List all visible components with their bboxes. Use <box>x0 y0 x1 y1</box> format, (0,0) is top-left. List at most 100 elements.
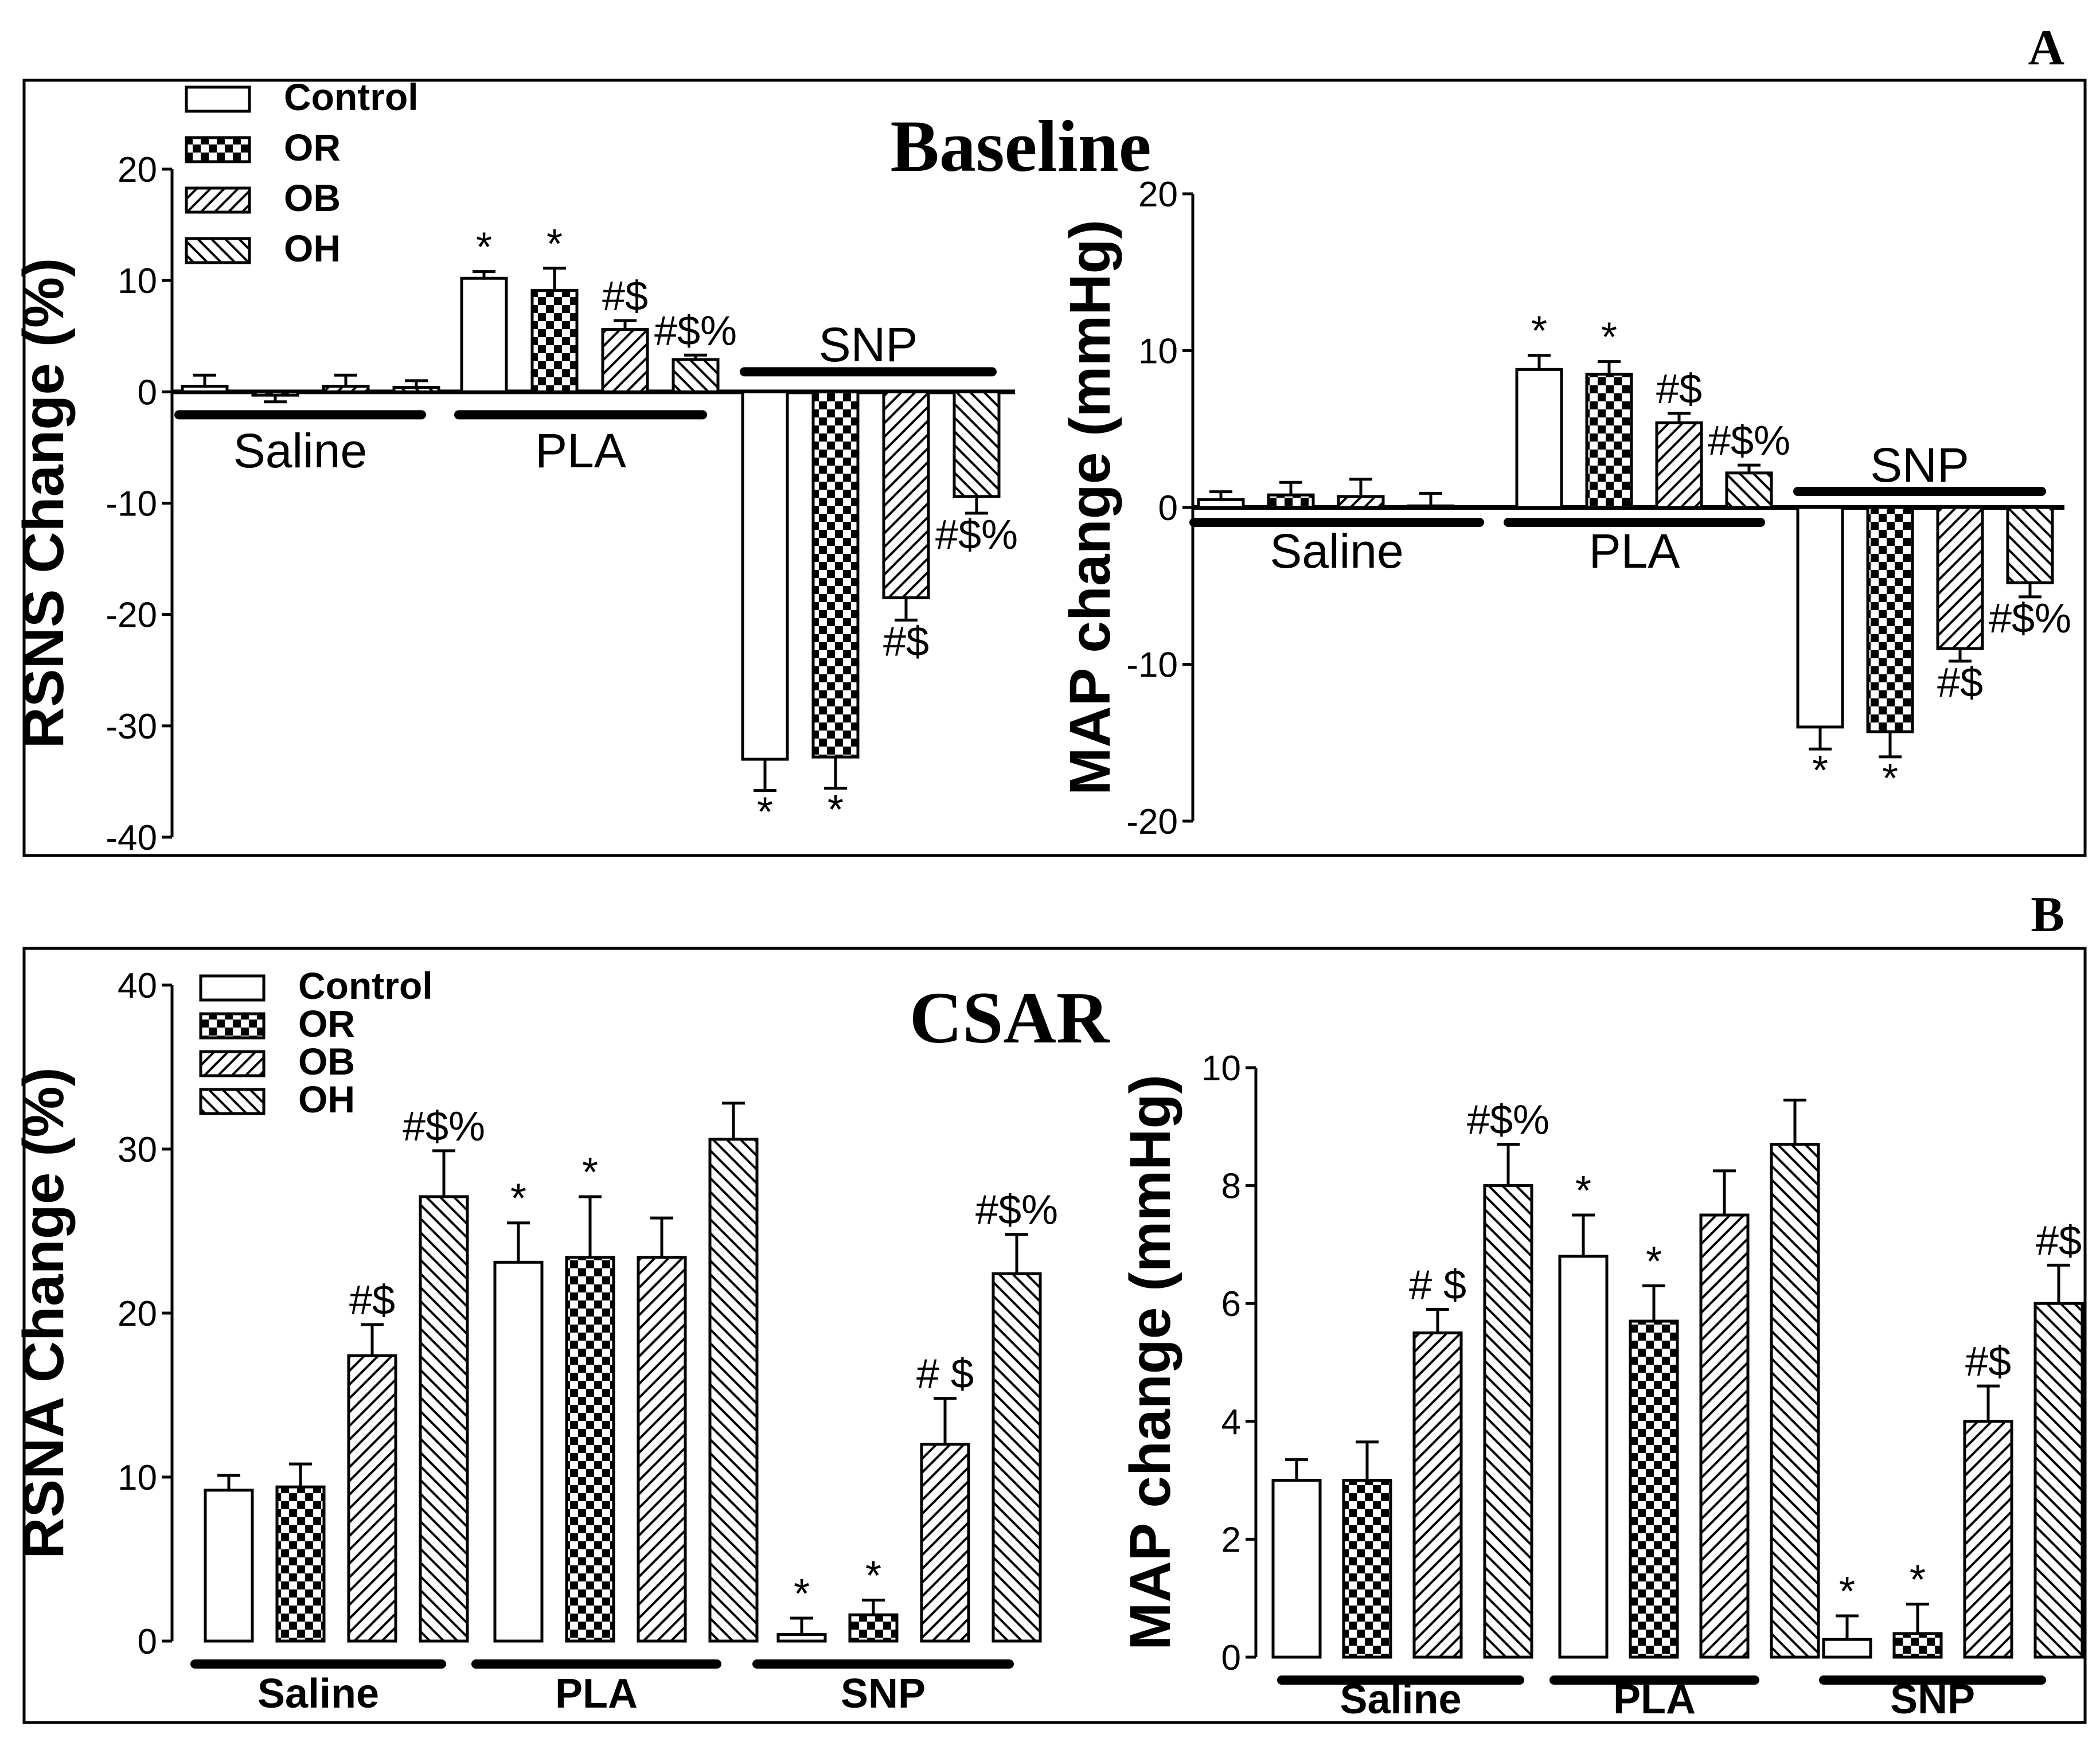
legend-swatch-oh <box>199 1088 266 1115</box>
bar-snp-control <box>776 1633 827 1643</box>
panel-a-title: Baseline <box>890 106 1151 187</box>
significance-label: * <box>476 225 492 271</box>
bar-saline-or <box>275 1485 326 1643</box>
group-label-saline: Saline <box>1270 524 1404 578</box>
y-tick-label: 20 <box>1138 175 1178 214</box>
group-label-snp: SNP <box>1870 438 1969 492</box>
bar-saline-control <box>1271 1479 1322 1659</box>
significance-label: # $ <box>916 1352 974 1397</box>
significance-label: #$% <box>975 1188 1058 1233</box>
bar-snp-ob <box>1936 506 1984 650</box>
y-tick-label: 30 <box>118 1130 157 1170</box>
significance-label: #$% <box>1989 596 2071 642</box>
legend-label-oh: OH <box>298 1078 355 1120</box>
y-tick-label: 40 <box>118 966 157 1006</box>
legend-swatch-ob <box>199 1050 266 1077</box>
bar-saline-control <box>204 1489 254 1643</box>
y-tick-label: 10 <box>1138 332 1178 372</box>
bar-pla-control <box>460 276 508 393</box>
bar-snp-oh <box>992 1272 1042 1643</box>
y-tick-label: 0 <box>138 1622 157 1662</box>
chart-b-map: 0 2 4 6 8 10 MAP change (mmHg) # $ #$% Saline * * PL… <box>1118 1049 2084 1723</box>
y-tick-label: 0 <box>1221 1638 1241 1678</box>
bar-pla-control <box>1558 1255 1609 1659</box>
bar-saline-oh <box>1407 504 1455 509</box>
y-tick-label: -10 <box>106 485 157 524</box>
legend-label-oh: OH <box>284 227 341 269</box>
chart-a-rsns: -40 -30 -20 -10 0 10 20 RSNS Change (%) Saline * *… <box>11 150 1018 858</box>
significance-label: #$ <box>883 619 929 665</box>
bar-snp-ob <box>1963 1420 2013 1659</box>
significance-label: * <box>1839 1569 1855 1615</box>
legend-label-or: OR <box>298 1002 355 1045</box>
significance-label: * <box>582 1150 598 1196</box>
y-tick-label: 20 <box>118 1294 157 1334</box>
group-label-pla: PLA <box>555 1671 638 1717</box>
y-tick-label: -20 <box>106 596 157 635</box>
y-tick-label: 0 <box>1158 489 1178 528</box>
y-tick-label: 0 <box>138 373 157 412</box>
y-tick-label: 6 <box>1221 1284 1241 1324</box>
y-tick-label: 2 <box>1221 1520 1241 1560</box>
legend-swatch-oh <box>185 237 251 264</box>
significance-label: * <box>1812 748 1828 794</box>
bar-saline-or <box>1267 493 1315 509</box>
y-tick-label: -30 <box>106 707 157 747</box>
bar-snp-or <box>848 1613 899 1643</box>
bar-pla-ob <box>1699 1213 1750 1659</box>
legend-swatch-control <box>185 85 251 113</box>
y-axis-label: RSNA Change (%) <box>11 1067 76 1559</box>
significance-label: #$ <box>349 1278 395 1323</box>
bar-pla-oh <box>1725 471 1773 509</box>
bar-pla-oh <box>672 358 720 393</box>
y-tick-label: 10 <box>1201 1049 1241 1088</box>
bar-pla-ob <box>637 1256 687 1643</box>
bar-snp-oh <box>2006 506 2054 584</box>
significance-label: # $ <box>1409 1262 1466 1308</box>
bar-saline-oh <box>1483 1184 1533 1659</box>
significance-label: #$ <box>1656 366 1702 412</box>
significance-label: #$ <box>2036 1218 2082 1264</box>
bar-pla-or <box>1585 373 1633 509</box>
bar-pla-or <box>530 289 579 393</box>
significance-label: * <box>757 789 773 835</box>
bar-pla-ob <box>1655 421 1703 509</box>
panel-b-letter: B <box>2031 887 2064 943</box>
y-tick-label: 4 <box>1221 1403 1241 1442</box>
significance-label: * <box>794 1571 810 1617</box>
significance-label: * <box>547 221 563 267</box>
bar-saline-ob <box>347 1354 397 1643</box>
significance-label: * <box>1531 308 1547 354</box>
significance-label: #$ <box>1965 1339 2011 1385</box>
y-axis-label: MAP change (mmHg) <box>1058 220 1122 795</box>
bar-snp-or <box>811 390 860 759</box>
legend-swatch-control <box>199 974 266 1002</box>
group-label-pla: PLA <box>1589 524 1680 578</box>
significance-label: #$% <box>403 1104 485 1150</box>
group-label-saline: Saline <box>257 1671 379 1717</box>
bar-saline-oh <box>392 386 440 393</box>
y-tick-label: 8 <box>1221 1167 1241 1206</box>
legend-swatch-or <box>199 1012 266 1040</box>
y-tick-label: 10 <box>118 1458 157 1498</box>
chart-b-rsna: 0 10 20 30 40 RSNA Change (%) #$ #$% Saline * * PLA… <box>11 966 1058 1717</box>
significance-label: #$ <box>1937 660 1983 706</box>
bar-pla-or <box>1629 1319 1679 1659</box>
bar-snp-control <box>1796 506 1844 729</box>
group-label-saline: Saline <box>233 424 368 478</box>
bar-snp-or <box>1866 506 1914 733</box>
legend-panel-a: Control OR OB OH <box>185 76 419 269</box>
significance-label: * <box>1882 756 1898 802</box>
y-tick-label: 10 <box>118 261 157 301</box>
legend-label-ob: OB <box>284 177 341 219</box>
significance-label: #$% <box>1467 1097 1549 1143</box>
bar-saline-ob <box>1412 1331 1463 1659</box>
bar-saline-ob <box>322 385 370 393</box>
y-tick-label: 20 <box>118 150 157 190</box>
y-tick-label: -20 <box>1126 802 1178 842</box>
significance-label: * <box>1646 1239 1662 1284</box>
bar-pla-ob <box>601 328 649 393</box>
